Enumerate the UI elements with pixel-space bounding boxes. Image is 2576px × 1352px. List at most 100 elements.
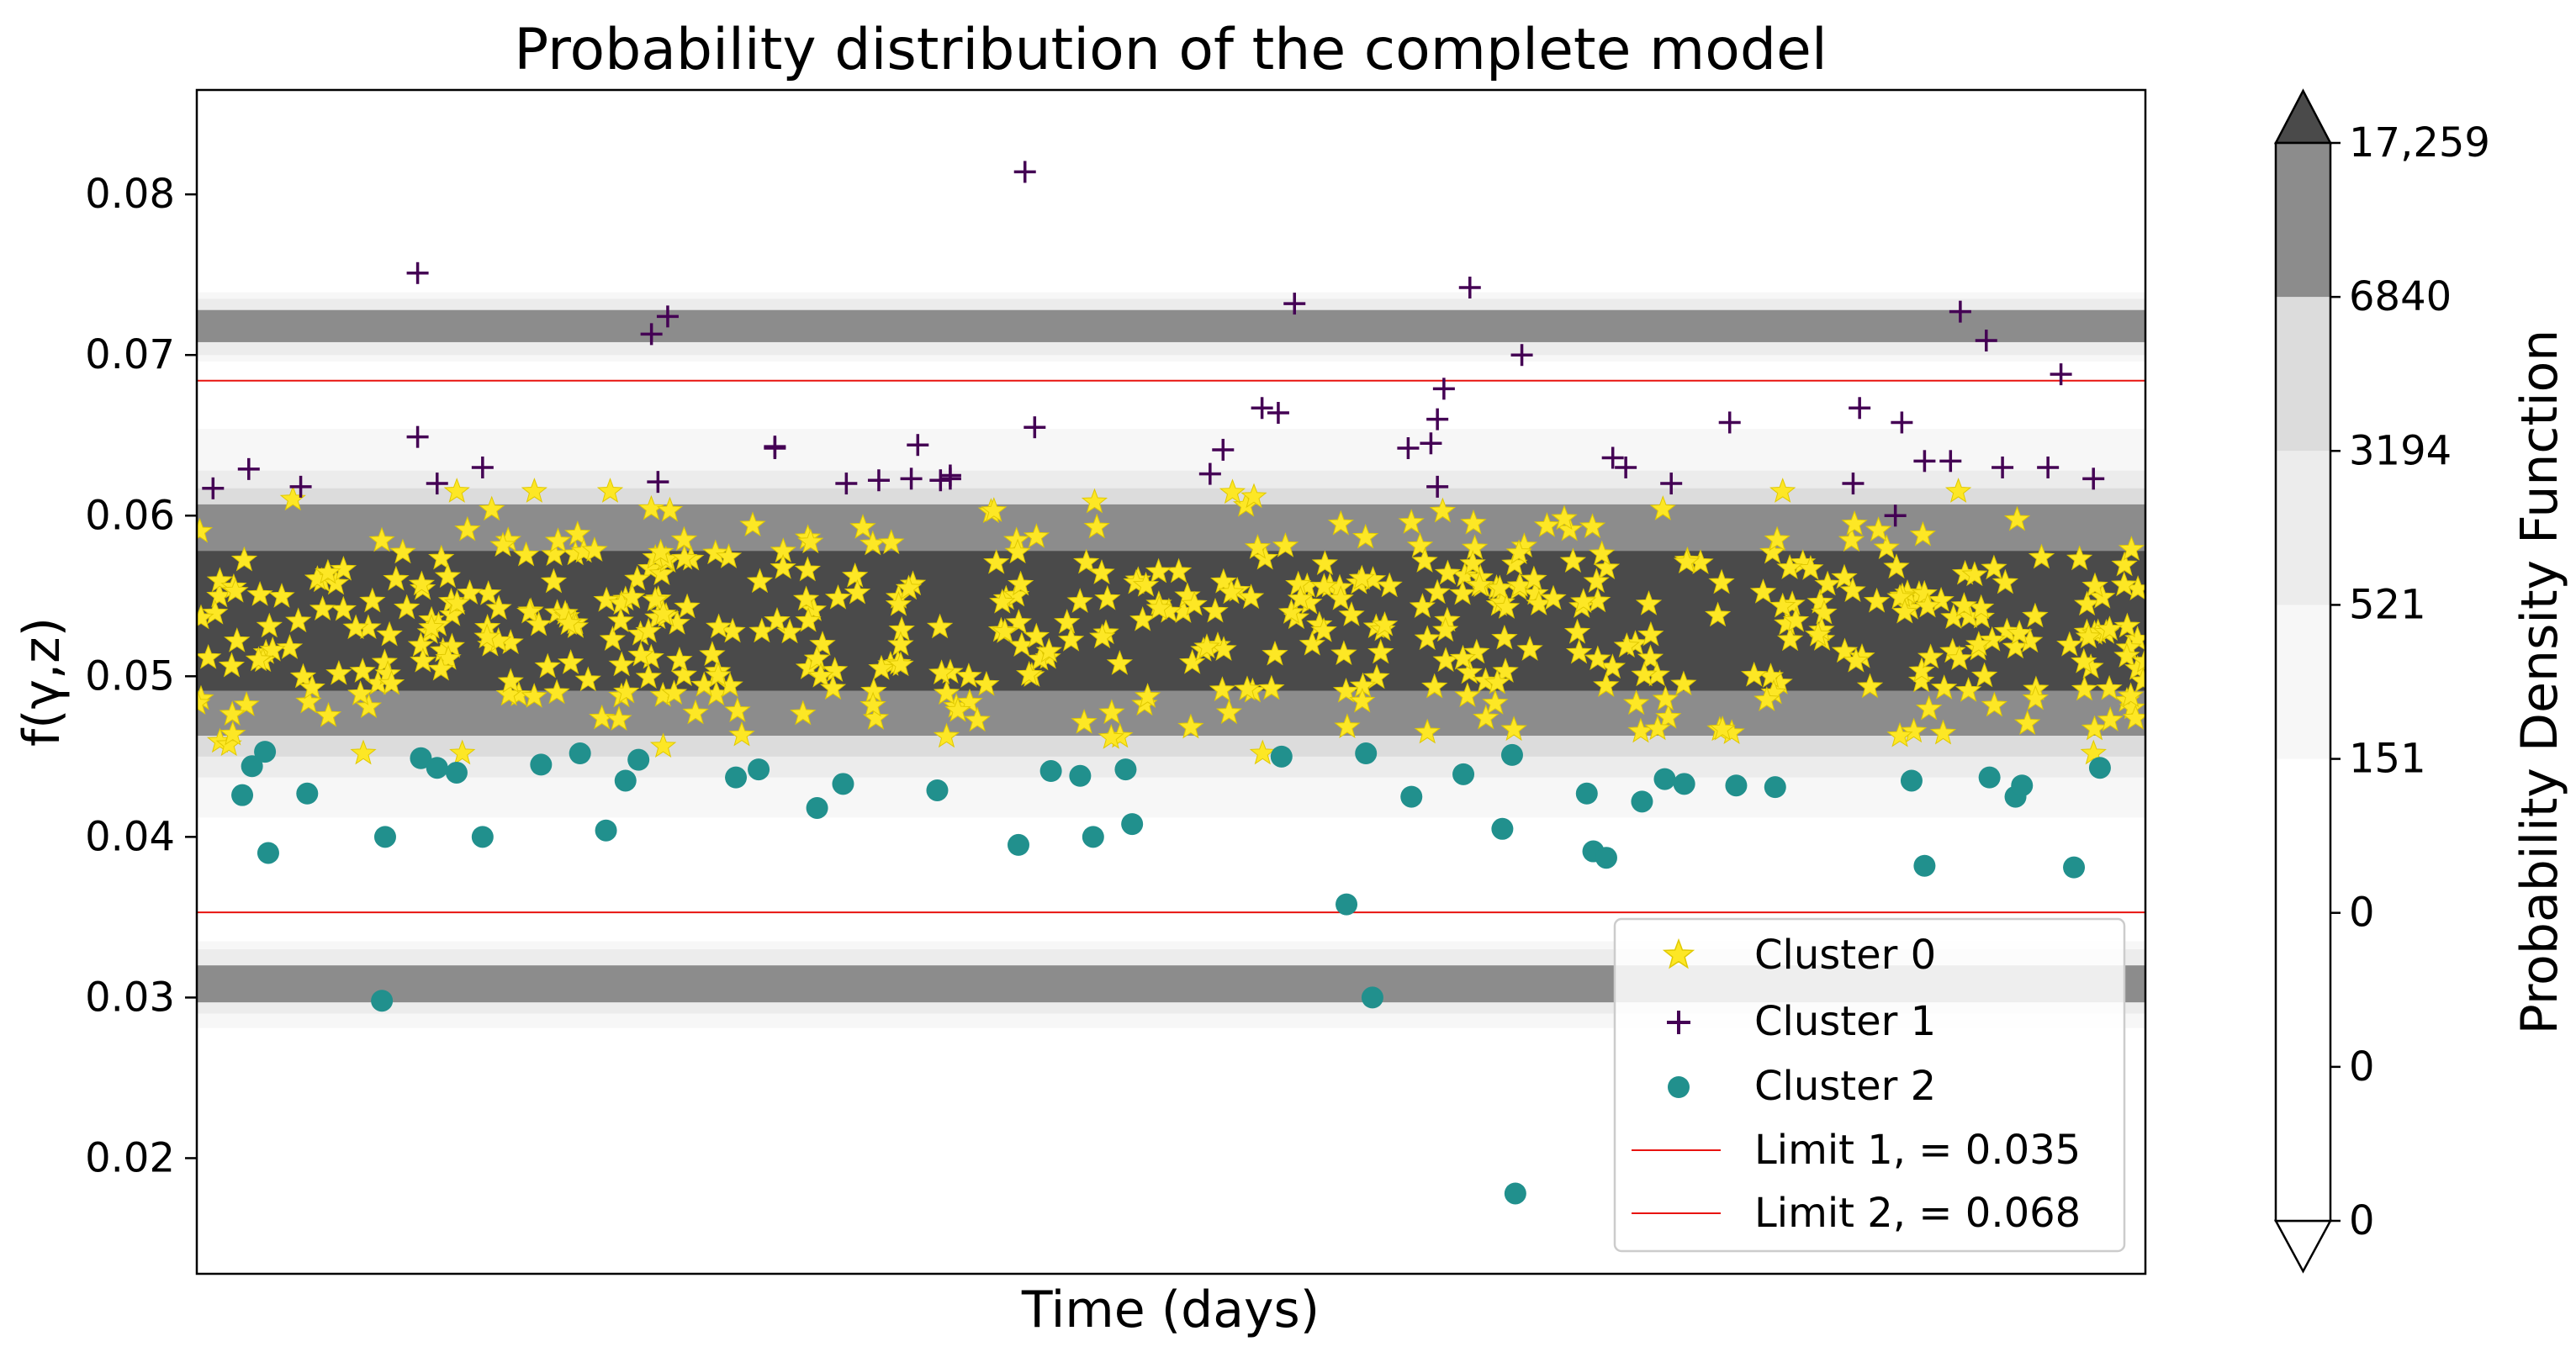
cluster-0-point	[1348, 564, 1375, 590]
cluster-0-point	[1473, 704, 1500, 730]
cluster-0-point	[1493, 594, 1521, 619]
cluster-0-point	[349, 658, 376, 683]
cluster-0-point	[1886, 721, 1913, 747]
cluster-0-point	[449, 739, 476, 765]
cluster-0-point	[1635, 590, 1663, 615]
cluster-0-point	[842, 562, 869, 588]
colorbar-segment	[2276, 912, 2330, 1067]
cluster-2-point	[530, 753, 553, 776]
cluster-1-point	[2050, 363, 2072, 386]
cluster-0-point	[1891, 598, 1918, 624]
cluster-2-point	[296, 782, 319, 805]
cluster-0-point	[224, 627, 251, 652]
cluster-2-point	[1121, 813, 1144, 836]
cluster-2-point	[471, 826, 494, 848]
cluster-0-point	[516, 598, 543, 624]
cluster-0-point	[350, 739, 377, 765]
cluster-0-point	[973, 670, 1000, 696]
y-tick-label: 0.07	[85, 331, 175, 378]
cluster-0-point	[1769, 592, 1796, 618]
cluster-1-point	[867, 469, 890, 492]
cluster-0-point	[1753, 686, 1780, 711]
cluster-0-point	[666, 646, 693, 672]
cluster-2-point	[1900, 769, 1923, 792]
cluster-0-point	[624, 565, 651, 591]
cluster-0-point	[794, 556, 821, 582]
cluster-0-point	[276, 634, 304, 659]
cluster-1-point	[1198, 462, 1221, 485]
cluster-0-point	[849, 514, 876, 539]
cluster-0-point	[790, 700, 817, 726]
legend: Cluster 0 Cluster 1 Cluster 2 Limit 1, =…	[1613, 917, 2126, 1253]
cluster-0-point	[1177, 713, 1204, 739]
cluster-1-point	[471, 456, 494, 478]
cluster-0-point	[295, 688, 322, 714]
cluster-0-point	[764, 606, 791, 632]
cluster-0-point	[2111, 551, 2138, 577]
cluster-0-point	[928, 659, 955, 684]
cluster-1-point	[1013, 161, 1036, 183]
cluster-1-point	[1426, 408, 1449, 430]
legend-label-cluster-1: Cluster 1	[1754, 998, 1936, 1045]
cluster-1-point	[907, 434, 929, 457]
cluster-0-point	[1708, 568, 1735, 594]
cluster-0-point	[1971, 662, 1998, 688]
cluster-1-point	[1426, 475, 1449, 498]
cluster-2-point	[569, 742, 591, 765]
y-axis-label: f(γ,z)	[13, 617, 71, 747]
cluster-0-point	[1088, 559, 1115, 584]
cluster-0-point	[534, 652, 561, 679]
cluster-0-point	[1285, 570, 1312, 596]
cluster-0-point	[1843, 647, 1870, 673]
cluster-2-point	[1039, 760, 1062, 783]
cluster-0-point	[246, 580, 273, 606]
colorbar-tick-label: 151	[2349, 736, 2426, 783]
cluster-0-point	[1516, 636, 1543, 661]
cluster-0-point	[315, 701, 342, 727]
cluster-0-point	[389, 538, 416, 564]
cluster-0-point	[543, 679, 570, 705]
cluster-0-point	[1911, 579, 1938, 605]
cluster-0-point	[1637, 621, 1664, 647]
cluster-0-point	[1332, 677, 1360, 703]
cluster-0-point	[2074, 590, 2101, 616]
cluster-0-point	[1831, 563, 1858, 589]
cluster-0-point	[2117, 682, 2145, 708]
cluster-0-point	[1914, 592, 1941, 618]
colorbar: 0 0 0 151 521 3194 6840 17,259 Probability Dens…	[2273, 88, 2569, 1274]
cluster-0-point	[1219, 478, 1246, 504]
cluster-0-point	[1652, 685, 1679, 711]
cluster-0-point	[1098, 699, 1125, 725]
cluster-1-point	[2173, 289, 2195, 311]
cluster-0-point	[1299, 630, 1325, 656]
cluster-0-point	[376, 621, 403, 647]
cluster-0-point	[1463, 638, 1490, 664]
cluster-0-point	[706, 613, 733, 639]
cluster-0-point	[309, 595, 336, 621]
cluster-0-point	[1094, 584, 1121, 610]
cluster-0-point	[564, 520, 591, 546]
cluster-0-point	[1749, 578, 1777, 604]
cluster-0-point	[1004, 538, 1031, 564]
cluster-0-point	[1484, 668, 1510, 694]
cluster-0-point	[434, 562, 462, 589]
cluster-0-point	[220, 720, 246, 746]
cluster-0-point	[1406, 531, 1434, 557]
cluster-0-point	[983, 548, 1010, 574]
cluster-0-point	[1181, 590, 1208, 616]
cluster-0-point	[1327, 510, 1354, 536]
cluster-0-point	[222, 577, 249, 603]
cluster-0-point	[1570, 588, 1597, 613]
cluster-0-point	[359, 587, 386, 613]
colorbar-segment	[2276, 143, 2330, 298]
cluster-0-point	[1371, 610, 1399, 636]
cluster-0-point	[860, 691, 886, 717]
cluster-0-point	[1016, 660, 1043, 686]
cluster-0-point	[1540, 584, 1567, 610]
legend-marker-cluster-0	[1662, 937, 1695, 969]
cluster-0-point	[1908, 657, 1935, 683]
cluster-0-point	[1414, 718, 1441, 744]
cluster-0-point	[454, 515, 481, 541]
cluster-0-point	[473, 623, 500, 649]
cluster-0-point	[2081, 572, 2108, 598]
